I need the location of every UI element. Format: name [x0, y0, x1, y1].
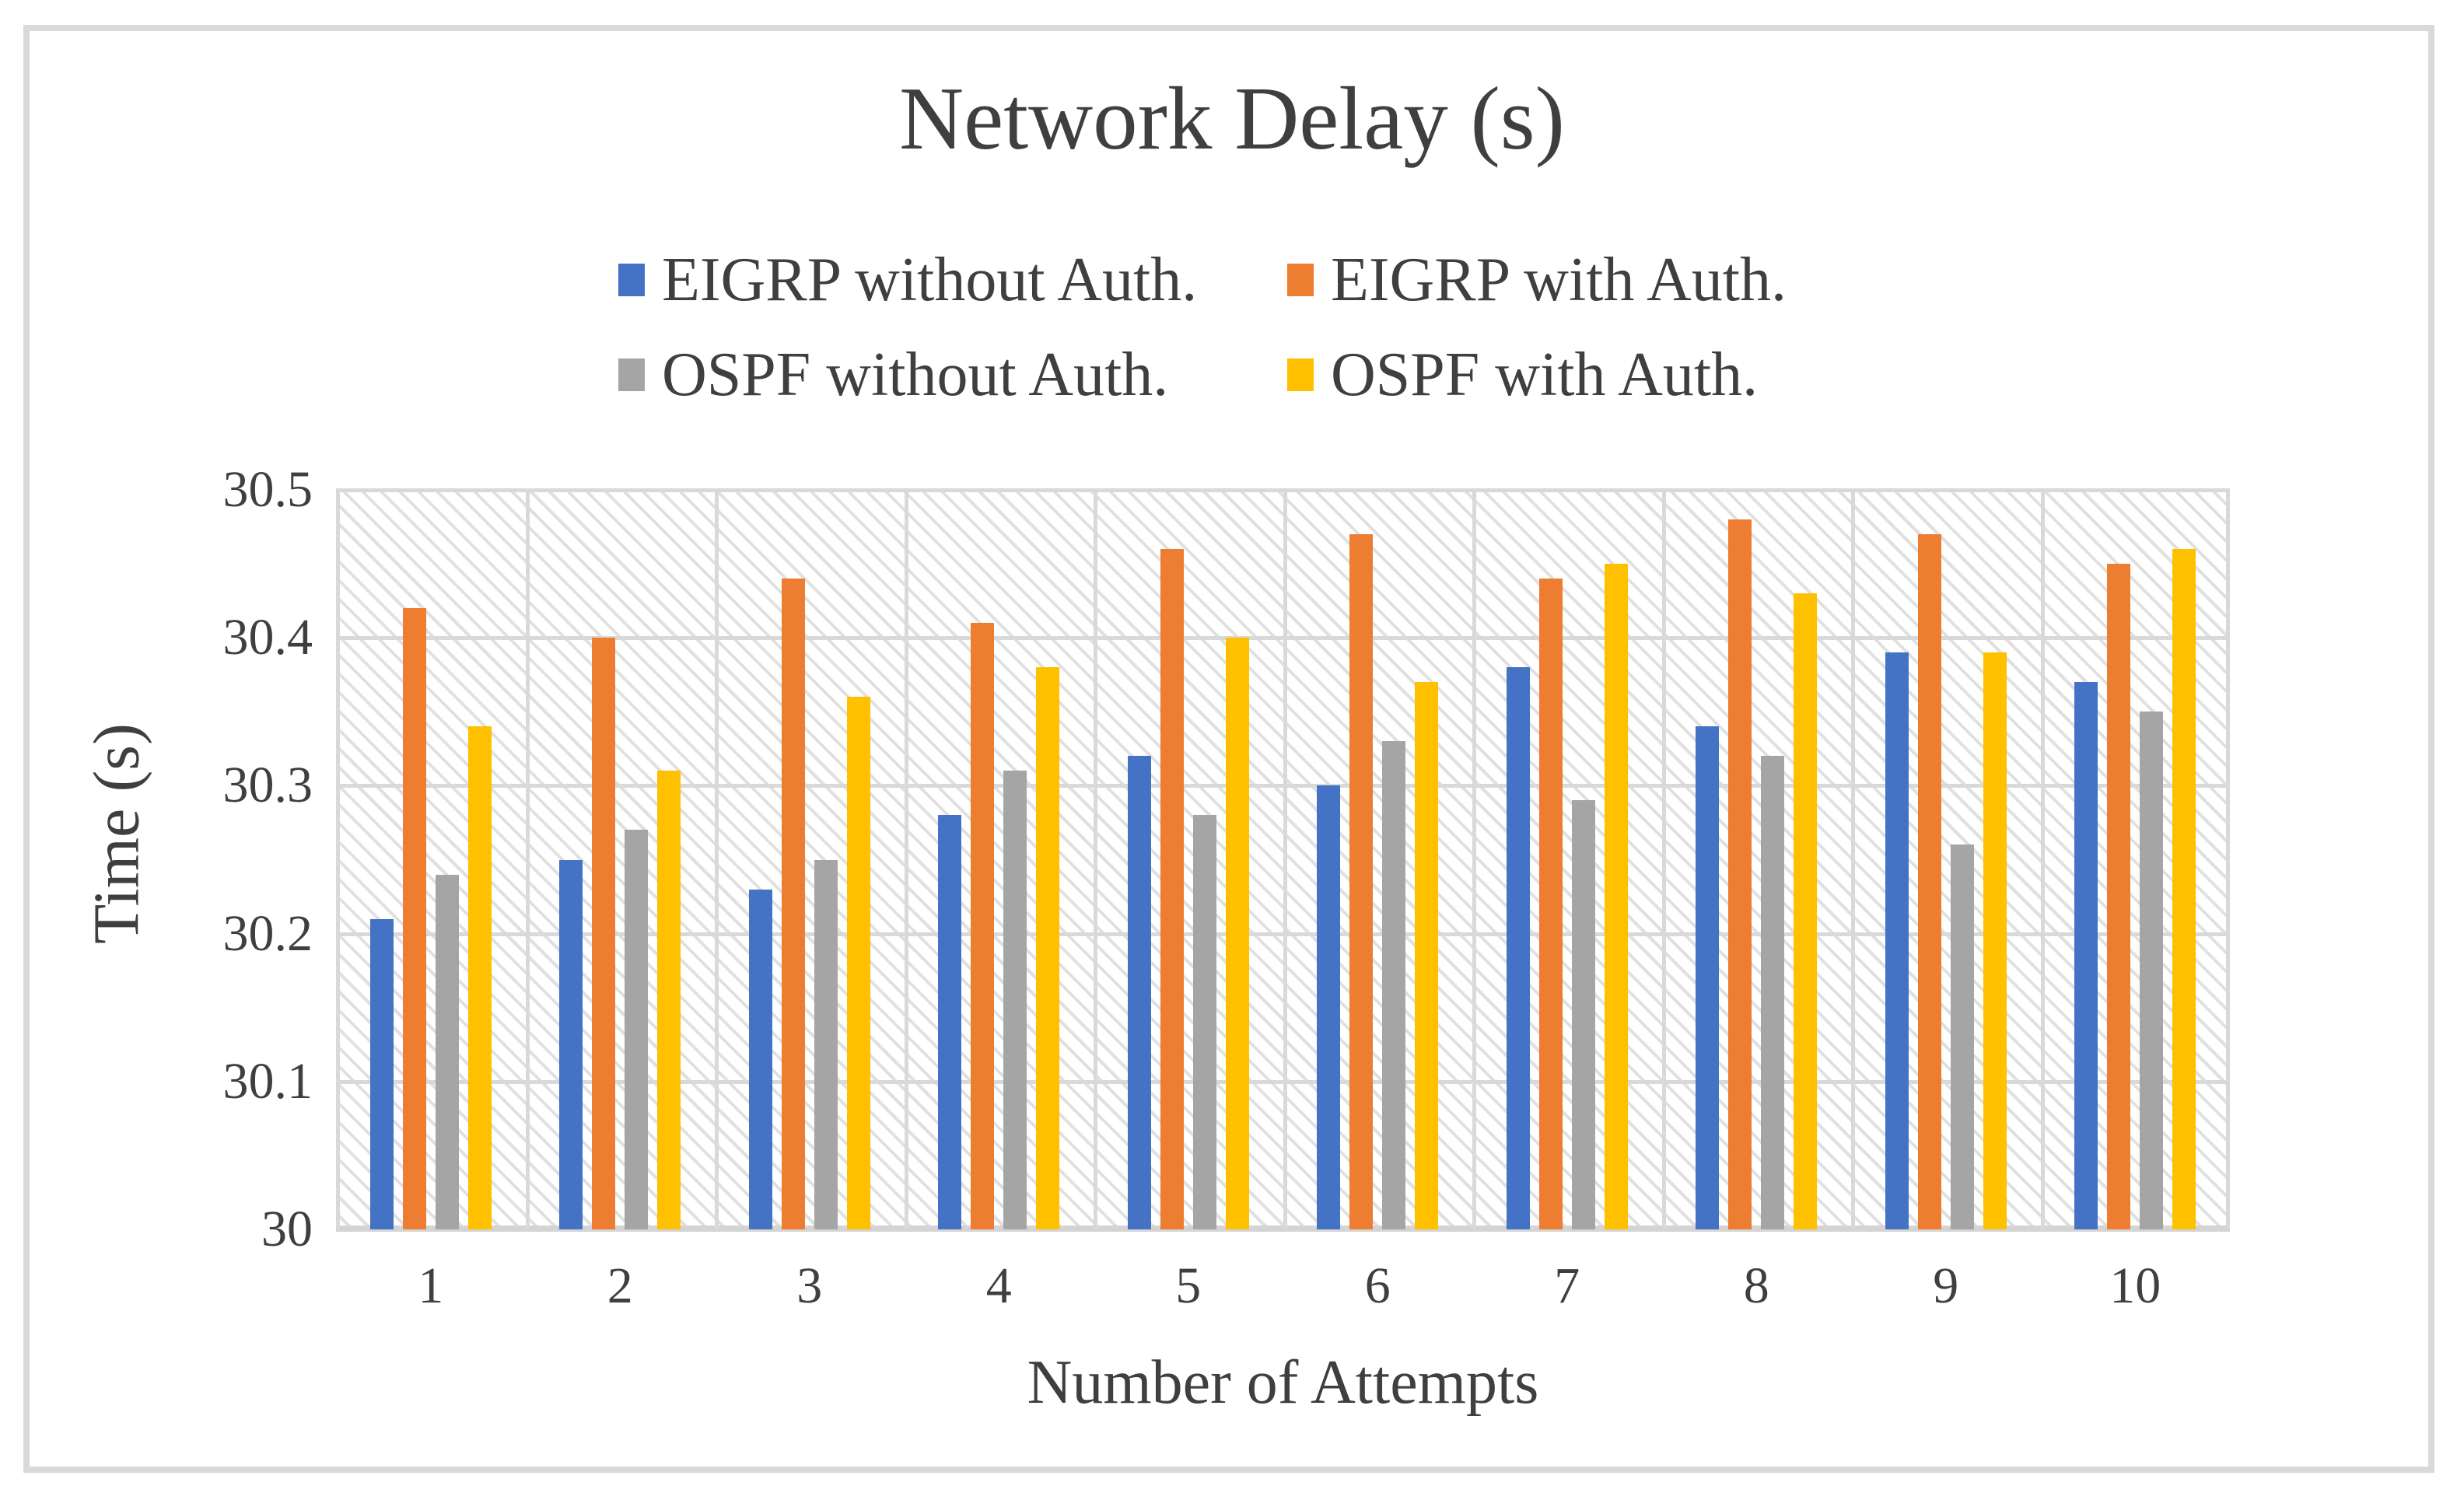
gridline-vertical: [1472, 490, 1476, 1229]
x-tick-label-10: 10: [2109, 1257, 2161, 1314]
bar-eigrp-with-auth-attempt-6: [1349, 534, 1374, 1229]
x-tick-label-1: 1: [418, 1257, 444, 1314]
bar-eigrp-with-auth-attempt-8: [1728, 519, 1752, 1229]
plot-right-edge: [2226, 490, 2230, 1229]
bar-eigrp-without-auth-attempt-8: [1696, 726, 1720, 1229]
bar-ospf-without-auth-attempt-3: [814, 859, 838, 1229]
bar-ospf-with-auth-attempt-3: [846, 697, 870, 1229]
bar-ospf-without-auth-attempt-9: [1950, 844, 1974, 1229]
plot-area: [336, 488, 2230, 1232]
x-tick-label-8: 8: [1743, 1257, 1769, 1314]
x-tick-label-2: 2: [607, 1257, 633, 1314]
bar-ospf-without-auth-attempt-2: [625, 830, 649, 1229]
bar-ospf-without-auth-attempt-6: [1382, 741, 1406, 1229]
bar-ospf-with-auth-attempt-9: [1983, 652, 2007, 1229]
gridline-vertical: [2040, 490, 2045, 1229]
legend-label: OSPF without Auth.: [662, 341, 1169, 409]
legend-item-ospf-without-auth: OSPF without Auth.: [618, 336, 1168, 414]
bar-eigrp-without-auth-attempt-5: [1127, 756, 1151, 1229]
legend-label: OSPF with Auth.: [1331, 341, 1759, 409]
bar-eigrp-with-auth-attempt-9: [1917, 534, 1941, 1229]
legend-item-eigrp-with-auth: EIGRP with Auth.: [1287, 241, 1787, 319]
legend-item-ospf-with-auth: OSPF with Auth.: [1287, 336, 1758, 414]
bar-ospf-without-auth-attempt-1: [435, 874, 459, 1229]
legend-swatch-yellow: [1287, 358, 1314, 391]
y-tick-label-30.2: 30.2: [222, 904, 313, 962]
gridline-vertical: [715, 490, 719, 1229]
bar-eigrp-with-auth-attempt-1: [402, 608, 426, 1229]
bar-eigrp-with-auth-attempt-7: [1538, 579, 1563, 1229]
y-tick-label-30.4: 30.4: [222, 609, 313, 666]
bar-ospf-without-auth-attempt-10: [2140, 712, 2164, 1229]
bar-ospf-with-auth-attempt-2: [657, 771, 681, 1229]
bar-eigrp-without-auth-attempt-9: [1885, 652, 1909, 1229]
x-tick-label-7: 7: [1554, 1257, 1580, 1314]
legend-swatch-orange: [1287, 264, 1314, 296]
bar-ospf-without-auth-attempt-7: [1571, 800, 1595, 1229]
bar-ospf-with-auth-attempt-4: [1036, 667, 1060, 1229]
x-tick-label-5: 5: [1175, 1257, 1202, 1314]
bar-eigrp-without-auth-attempt-3: [748, 889, 772, 1229]
bar-ospf-with-auth-attempt-6: [1415, 682, 1439, 1229]
legend-swatch-gray: [618, 358, 645, 391]
bar-ospf-with-auth-attempt-8: [1794, 593, 1818, 1229]
legend-item-eigrp-without-auth: EIGRP without Auth.: [618, 241, 1197, 319]
gridline-vertical: [1094, 490, 1097, 1229]
bar-eigrp-without-auth-attempt-7: [1506, 667, 1530, 1229]
gridline-vertical: [1851, 490, 1855, 1229]
bar-eigrp-with-auth-attempt-3: [781, 579, 805, 1229]
y-tick-label-30.5: 30.5: [222, 461, 313, 518]
x-tick-label-4: 4: [985, 1257, 1012, 1314]
gridline-vertical: [1283, 490, 1287, 1229]
legend-label: EIGRP without Auth.: [662, 246, 1198, 314]
bar-ospf-with-auth-attempt-1: [467, 726, 492, 1229]
bar-eigrp-with-auth-attempt-5: [1160, 549, 1184, 1229]
bar-eigrp-without-auth-attempt-10: [2074, 682, 2098, 1229]
bar-eigrp-without-auth-attempt-2: [559, 859, 583, 1229]
x-tick-label-6: 6: [1364, 1257, 1391, 1314]
gridline-vertical: [525, 490, 530, 1229]
x-axis-title: Number of Attempts: [1027, 1348, 1539, 1417]
bar-ospf-without-auth-attempt-5: [1192, 815, 1216, 1229]
y-tick-label-30.3: 30.3: [222, 757, 313, 814]
chart-title: Network Delay (s): [899, 69, 1565, 168]
bar-ospf-with-auth-attempt-5: [1225, 638, 1249, 1229]
bar-eigrp-without-auth-attempt-4: [938, 815, 962, 1229]
bar-eigrp-without-auth-attempt-1: [369, 918, 394, 1229]
y-tick-label-30: 30: [261, 1201, 313, 1257]
gridline-vertical: [1661, 490, 1666, 1229]
x-tick-label-3: 3: [796, 1257, 823, 1314]
x-tick-label-9: 9: [1933, 1257, 1959, 1314]
legend-swatch-blue: [618, 264, 645, 296]
bar-ospf-with-auth-attempt-10: [2172, 549, 2196, 1229]
bar-eigrp-with-auth-attempt-2: [592, 638, 616, 1229]
bar-ospf-with-auth-attempt-7: [1604, 564, 1628, 1229]
bar-eigrp-with-auth-attempt-10: [2107, 564, 2131, 1229]
bar-ospf-without-auth-attempt-4: [1003, 771, 1027, 1229]
legend-label: EIGRP with Auth.: [1331, 246, 1787, 314]
bar-ospf-without-auth-attempt-8: [1761, 756, 1785, 1229]
y-tick-label-30.1: 30.1: [222, 1052, 313, 1110]
bar-eigrp-without-auth-attempt-6: [1317, 785, 1341, 1229]
plot-left-edge: [336, 490, 340, 1229]
gridline-vertical: [904, 490, 908, 1229]
bar-eigrp-with-auth-attempt-4: [971, 623, 995, 1229]
